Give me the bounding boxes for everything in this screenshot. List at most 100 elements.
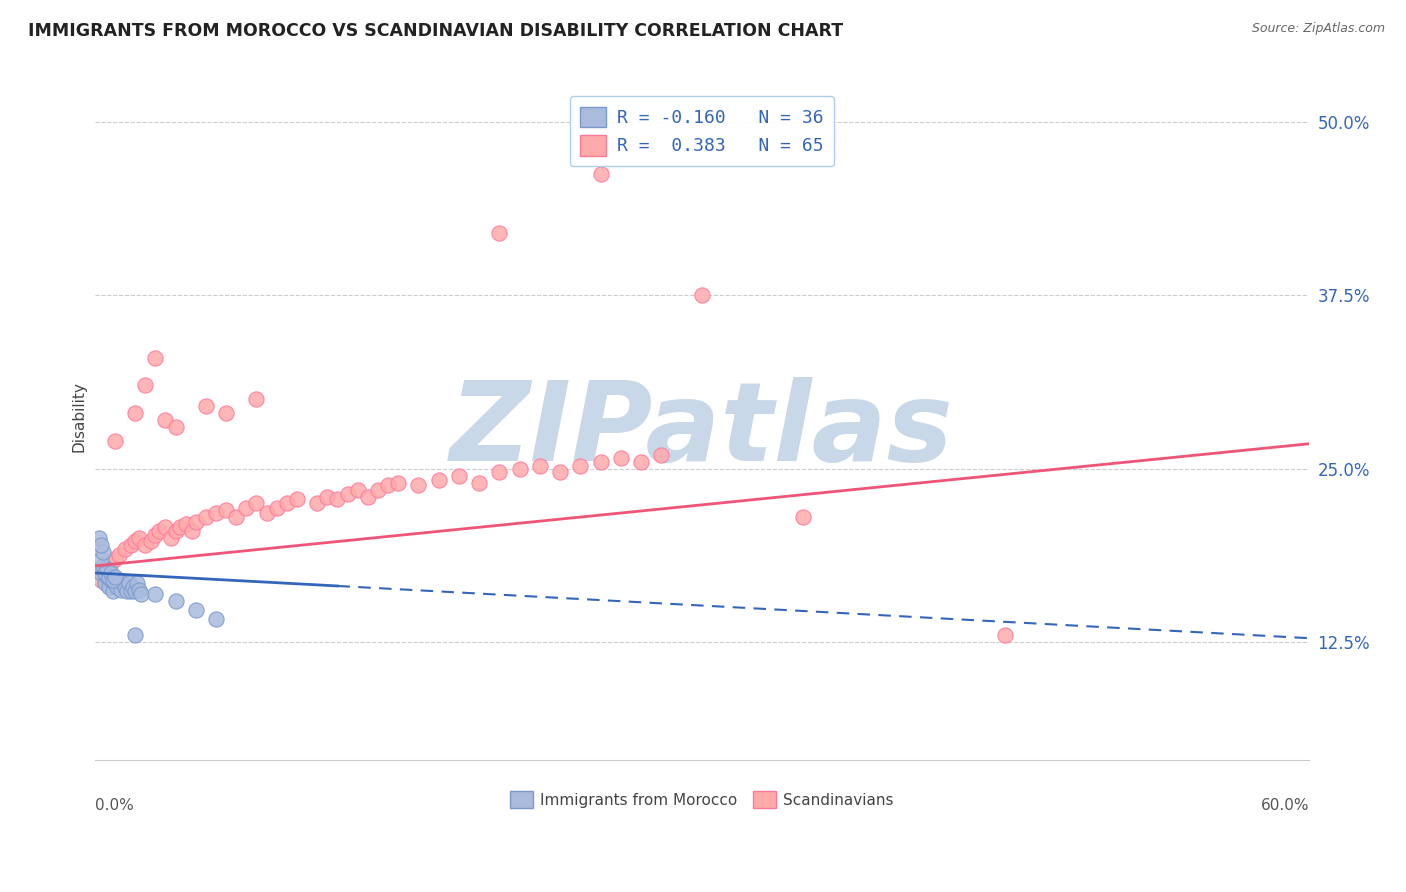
Point: [690, 288, 713, 302]
Point: [93, 575, 115, 590]
Point: [316, 490, 339, 504]
Text: ZIPatlas: ZIPatlas: [450, 377, 953, 484]
Point: [143, 351, 166, 365]
Point: [792, 510, 814, 524]
Point: [336, 487, 359, 501]
Point: [120, 584, 142, 599]
Point: [650, 448, 672, 462]
Point: [143, 587, 166, 601]
Y-axis label: Disability: Disability: [72, 381, 86, 452]
Point: [194, 399, 217, 413]
Point: [101, 573, 124, 587]
Point: [205, 506, 228, 520]
Point: [509, 462, 531, 476]
Point: [235, 500, 257, 515]
Point: [124, 406, 146, 420]
Point: [529, 458, 551, 473]
Point: [111, 575, 134, 590]
Legend: Immigrants from Morocco, Scandinavians: Immigrants from Morocco, Scandinavians: [503, 785, 900, 814]
Point: [276, 496, 298, 510]
Point: [160, 531, 183, 545]
Point: [205, 612, 228, 626]
Point: [124, 584, 146, 599]
Point: [101, 584, 124, 599]
Point: [124, 628, 146, 642]
Point: [100, 573, 122, 587]
Point: [91, 545, 114, 559]
Point: [93, 566, 115, 580]
Point: [165, 524, 187, 539]
Point: [110, 582, 132, 597]
Point: [589, 455, 612, 469]
Point: [307, 496, 329, 510]
Point: [610, 450, 633, 465]
Point: [266, 500, 288, 515]
Point: [100, 566, 122, 580]
Point: [245, 392, 267, 407]
Point: [589, 167, 612, 181]
Point: [124, 533, 146, 548]
Point: [148, 524, 170, 539]
Point: [96, 562, 118, 576]
Point: [104, 570, 127, 584]
Point: [994, 628, 1017, 642]
Point: [114, 542, 136, 557]
Point: [174, 517, 197, 532]
Text: IMMIGRANTS FROM MOROCCO VS SCANDINAVIAN DISABILITY CORRELATION CHART: IMMIGRANTS FROM MOROCCO VS SCANDINAVIAN …: [28, 22, 844, 40]
Point: [377, 478, 399, 492]
Point: [488, 465, 510, 479]
Point: [184, 515, 207, 529]
Point: [104, 575, 127, 590]
Point: [155, 520, 177, 534]
Point: [215, 406, 238, 420]
Point: [93, 562, 115, 576]
Point: [165, 420, 187, 434]
Point: [346, 483, 368, 497]
Point: [225, 510, 247, 524]
Point: [96, 570, 118, 584]
Point: [245, 496, 267, 510]
Point: [488, 226, 510, 240]
Point: [155, 413, 177, 427]
Point: [285, 492, 308, 507]
Point: [97, 580, 120, 594]
Text: 60.0%: 60.0%: [1260, 798, 1309, 814]
Point: [114, 580, 136, 594]
Point: [128, 582, 150, 597]
Point: [100, 556, 122, 570]
Point: [357, 490, 380, 504]
Point: [115, 584, 138, 599]
Point: [387, 475, 409, 490]
Point: [169, 520, 191, 534]
Point: [120, 538, 142, 552]
Point: [90, 552, 112, 566]
Point: [97, 570, 120, 584]
Point: [630, 455, 652, 469]
Point: [408, 478, 430, 492]
Point: [256, 506, 278, 520]
Point: [326, 492, 349, 507]
Point: [125, 575, 148, 590]
Point: [128, 531, 150, 545]
Point: [134, 378, 156, 392]
Point: [143, 528, 166, 542]
Point: [108, 573, 131, 587]
Point: [194, 510, 217, 524]
Point: [105, 580, 128, 594]
Text: Source: ZipAtlas.com: Source: ZipAtlas.com: [1251, 22, 1385, 36]
Point: [122, 580, 145, 594]
Point: [180, 524, 202, 539]
Point: [548, 465, 571, 479]
Point: [108, 548, 131, 562]
Point: [215, 503, 238, 517]
Point: [90, 538, 112, 552]
Point: [129, 587, 152, 601]
Point: [367, 483, 389, 497]
Point: [134, 538, 156, 552]
Point: [427, 473, 450, 487]
Point: [165, 593, 187, 607]
Point: [118, 575, 141, 590]
Point: [90, 566, 112, 580]
Point: [141, 533, 163, 548]
Point: [184, 603, 207, 617]
